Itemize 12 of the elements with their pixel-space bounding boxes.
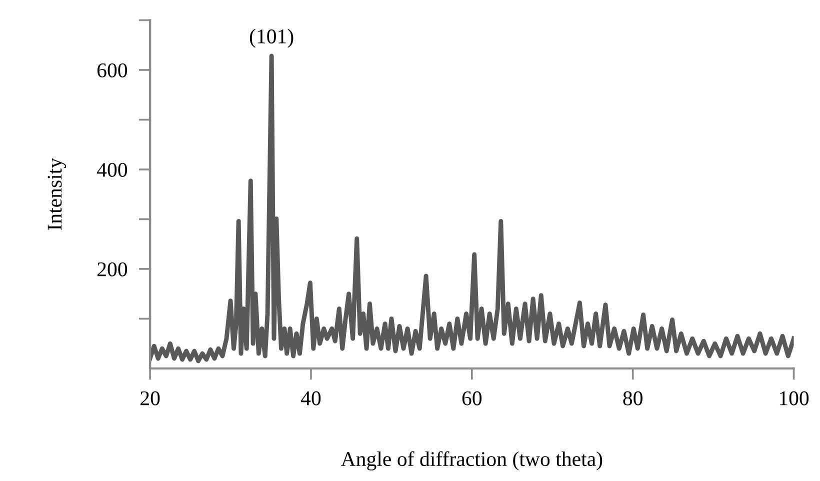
x-tick-label: 100 [780,391,809,406]
y-tick-label: 200 [98,262,128,276]
x-tick-label: 60 [462,391,482,406]
x-tick-label: 40 [300,391,321,406]
x-tick-label: 80 [623,391,642,406]
x-tick-label: 20 [140,391,160,406]
y-axis-title: Intensity [48,158,66,230]
y-tick-label: 400 [96,162,128,177]
x-axis-title: Angle of diffraction (two theta) [340,451,602,470]
line-series [150,54,794,364]
annotation: (101) [250,28,294,48]
y-tick-label: 600 [97,63,128,78]
